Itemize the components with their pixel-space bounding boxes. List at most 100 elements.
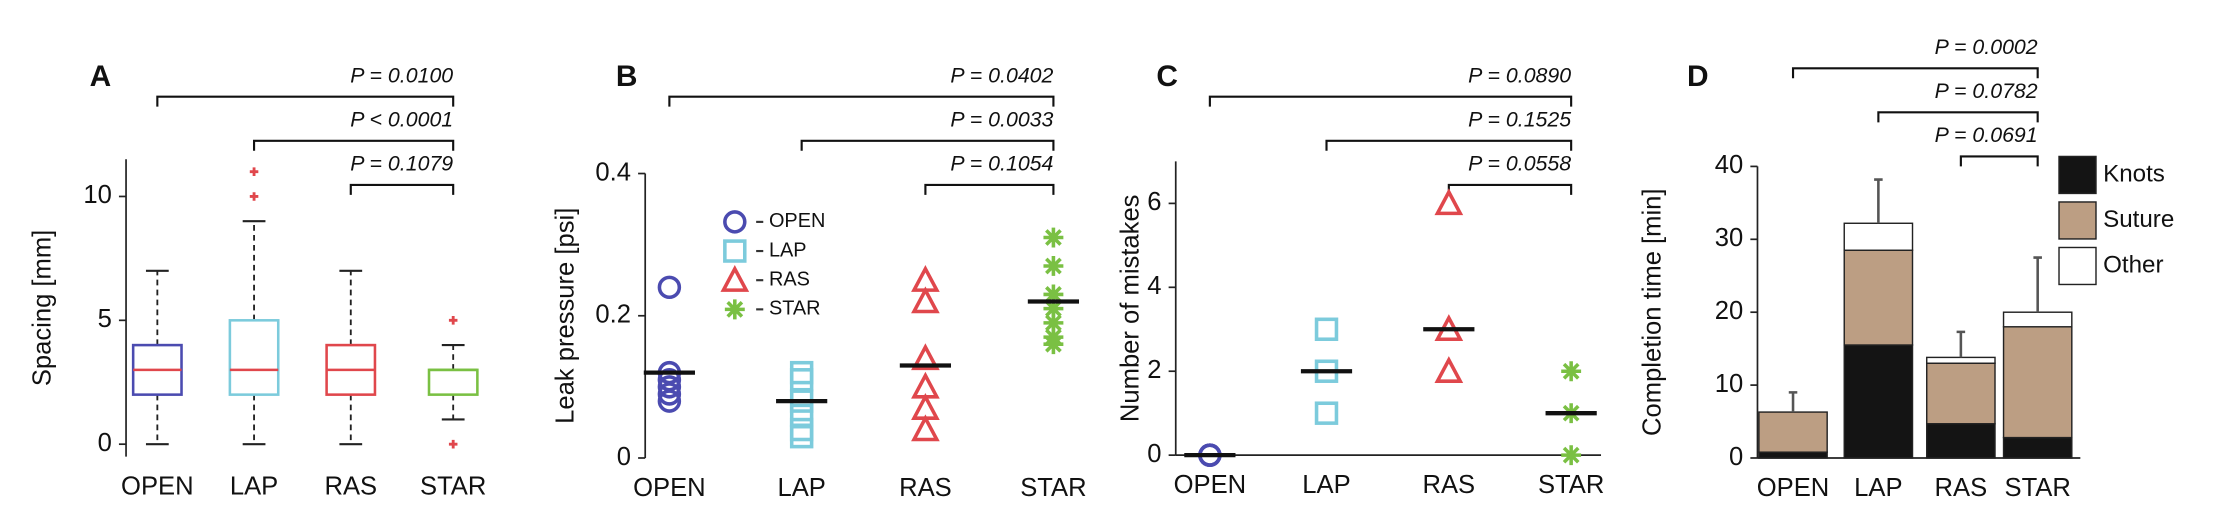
x-tick-label: OPEN	[1757, 474, 1830, 502]
significance-bracket	[924, 183, 1055, 195]
point	[1561, 445, 1582, 466]
y-tick-label: 0	[98, 429, 112, 457]
point	[789, 403, 814, 428]
x-tick-label: RAS	[324, 473, 377, 501]
point	[1434, 356, 1464, 383]
y-axis-label: Spacing [mm]	[28, 230, 56, 386]
error-bar	[1874, 178, 1883, 224]
bar-segment	[1926, 423, 1996, 459]
bar-segment	[1843, 344, 1914, 459]
significance-bracket	[349, 183, 455, 195]
y-tick-label: 4	[1147, 272, 1161, 300]
y-tick-label: 0.4	[595, 158, 631, 186]
p-value: P = 0.0890	[1468, 63, 1571, 87]
bar-segment	[1926, 362, 1996, 425]
point	[911, 286, 940, 314]
x-tick-label: RAS	[1423, 471, 1476, 499]
x-tick-label: OPEN	[633, 474, 706, 502]
bar-segment	[2002, 436, 2073, 459]
point	[1434, 188, 1464, 216]
legend-marker	[723, 210, 747, 234]
significance-bracket	[1325, 139, 1573, 151]
point	[657, 375, 682, 399]
y-tick-label: 40	[1715, 151, 1743, 179]
bar-segment	[2002, 311, 2073, 328]
bar-segment	[1843, 249, 1914, 346]
y-tick-label: 6	[1147, 188, 1161, 216]
p-value: P = 0.0691	[1935, 123, 2038, 147]
y-tick-label: 2	[1147, 356, 1161, 384]
x-tick-label: OPEN	[121, 473, 194, 501]
significance-bracket	[1208, 95, 1573, 107]
significance-bracket	[1791, 67, 2039, 79]
outlier	[448, 316, 458, 325]
error-bar	[1956, 330, 1966, 358]
error-bar	[2033, 256, 2042, 313]
outlier	[249, 167, 259, 176]
y-tick-label: 0	[1729, 443, 1743, 471]
outlier	[448, 439, 458, 449]
point	[657, 275, 682, 300]
x-tick-label: OPEN	[1174, 471, 1247, 499]
legend-label: Knots	[2103, 160, 2165, 187]
p-value: P = 0.1525	[1468, 108, 1571, 132]
x-tick-label: RAS	[1935, 474, 1988, 502]
y-tick-label: 20	[1715, 297, 1743, 325]
x-tick-label: LAP	[1854, 474, 1902, 502]
x-tick-label: STAR	[2004, 474, 2070, 502]
p-value: P = 0.0033	[950, 108, 1053, 132]
bar-segment	[1926, 356, 1996, 364]
point	[1561, 361, 1582, 382]
y-tick-label: 0	[617, 443, 631, 471]
legend-marker	[723, 239, 747, 263]
legend-swatch	[2058, 201, 2097, 240]
y-tick-label: 0.2	[595, 301, 631, 329]
p-value: P = 0.0558	[1468, 152, 1571, 176]
significance-bracket	[668, 95, 1055, 107]
y-axis-label: Number of mistakes	[1116, 195, 1144, 423]
point	[1314, 317, 1339, 342]
legend-label: STAR	[769, 298, 821, 320]
p-value: P < 0.0001	[350, 108, 453, 132]
significance-bracket	[156, 95, 455, 107]
bar-segment	[1758, 411, 1828, 453]
error-bar	[1788, 391, 1798, 413]
point	[1043, 312, 1064, 333]
panel-letter: D	[1687, 60, 1709, 93]
p-value: P = 0.0402	[950, 63, 1053, 87]
box	[427, 368, 479, 396]
point	[911, 343, 940, 371]
x-tick-label: STAR	[420, 473, 486, 501]
legend-label: OPEN	[769, 210, 825, 232]
x-tick-label: LAP	[230, 473, 278, 501]
point	[657, 389, 682, 413]
p-value: P = 0.1054	[950, 152, 1053, 176]
legend-label: Suture	[2103, 206, 2174, 233]
box	[228, 319, 280, 396]
y-tick-label: 30	[1715, 224, 1743, 252]
legend-label: RAS	[769, 268, 810, 290]
p-value: P = 0.0100	[350, 63, 453, 87]
y-tick-label: 5	[98, 305, 112, 333]
panel-letter: C	[1156, 60, 1178, 93]
point	[1043, 298, 1064, 319]
y-tick-label: 10	[83, 181, 111, 209]
x-tick-label: STAR	[1020, 474, 1086, 502]
y-axis-label: Completion time [min]	[1638, 188, 1666, 435]
x-tick-label: LAP	[777, 474, 825, 502]
significance-bracket	[1959, 155, 2039, 167]
p-value: P = 0.0002	[1935, 35, 2038, 59]
y-tick-label: 0	[1147, 440, 1161, 468]
point	[1043, 334, 1064, 355]
significance-bracket	[252, 139, 455, 151]
point	[1043, 256, 1064, 276]
p-value: P = 0.0782	[1935, 79, 2038, 103]
outlier	[249, 192, 259, 201]
bar-segment	[1843, 222, 1914, 251]
point	[657, 382, 682, 406]
point	[789, 424, 814, 449]
x-tick-label: LAP	[1302, 471, 1350, 499]
bar-segment	[1758, 451, 1828, 459]
significance-bracket	[1447, 183, 1573, 195]
